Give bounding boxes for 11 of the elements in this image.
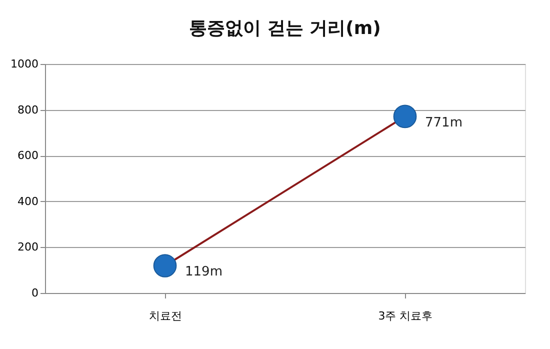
data-label: 771m bbox=[425, 115, 462, 130]
y-tick-label: 0 bbox=[32, 286, 38, 300]
y-tick-label: 1000 bbox=[10, 58, 38, 70]
y-tick-label: 200 bbox=[18, 240, 38, 254]
chart-title: 통증없이 걷는 거리(m) bbox=[189, 18, 381, 39]
x-tick-label: 3주 치료후 bbox=[378, 310, 433, 322]
x-tick-label: 치료전 bbox=[149, 310, 182, 322]
y-tick-label: 400 bbox=[18, 194, 38, 208]
y-tick-label: 800 bbox=[18, 103, 38, 116]
y-tick-label: 600 bbox=[18, 149, 38, 162]
data-label: 119m bbox=[185, 264, 222, 280]
